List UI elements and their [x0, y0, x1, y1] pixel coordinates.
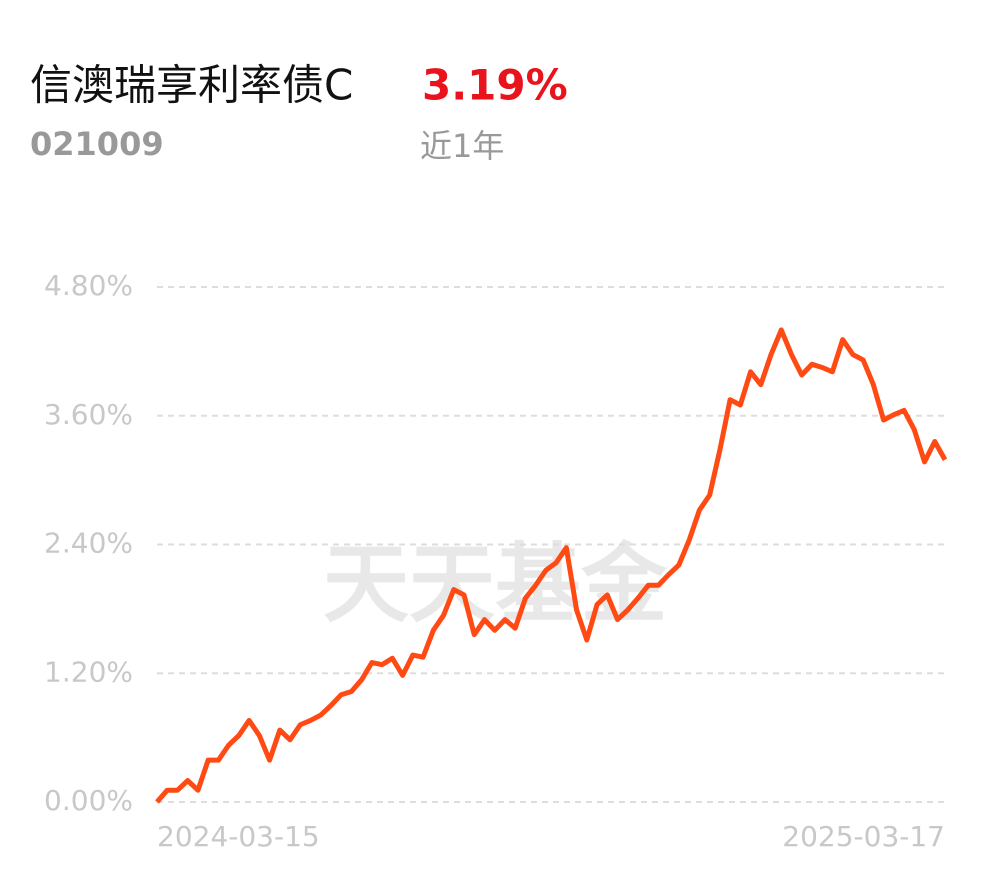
series-line	[155, 327, 948, 804]
x-tick-label: 2025-03-17	[782, 820, 945, 853]
y-tick-label: 4.80%	[44, 269, 133, 302]
x-tick-label: 2024-03-15	[157, 820, 320, 853]
watermark: 天天基金	[323, 534, 668, 634]
y-tick-label: 2.40%	[44, 527, 133, 560]
fund-code: 021009	[30, 125, 164, 163]
fund-return: 3.19%	[422, 61, 568, 110]
y-tick-label: 0.00%	[44, 784, 133, 817]
fund-title: 信澳瑞享利率债C	[30, 61, 353, 110]
period-label: 近1年	[420, 127, 504, 165]
y-tick-label: 3.60%	[44, 398, 133, 431]
y-tick-label: 1.20%	[44, 655, 133, 688]
